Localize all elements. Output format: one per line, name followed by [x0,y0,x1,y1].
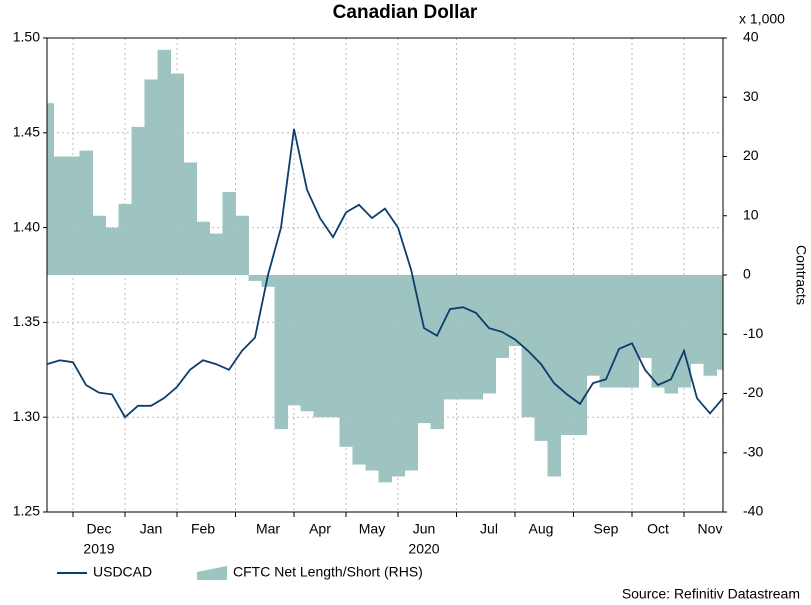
area-bar [703,275,717,376]
area-bar [690,275,704,364]
area-bar [235,215,249,275]
year-label: 2019 [83,541,114,557]
legend-swatch [197,566,227,580]
area-bar [157,49,171,275]
area-bar [573,275,587,435]
area-bar [391,275,405,477]
area-bar [456,275,470,400]
x-tick-label: Sep [594,521,619,537]
area-bar [313,275,327,418]
area-bar [612,275,626,388]
x-tick-label: Apr [309,521,331,537]
area-bar [209,233,223,275]
y-tick-label: 1.45 [13,124,40,140]
area-bar [560,275,574,435]
y2-tick-label: 20 [743,147,759,163]
chart-title: Canadian Dollar [333,2,478,23]
x-tick-label: May [359,521,385,537]
area-bar [92,215,106,275]
y-tick-label: 1.40 [13,218,40,234]
x-tick-label: Feb [191,521,215,537]
y2-tick-label: 30 [743,88,759,104]
area-bar [274,275,288,430]
y2-axis-label: Contracts [793,245,809,305]
y2-tick-label: -20 [743,384,763,400]
area-bar [79,150,93,275]
x-tick-label: Dec [87,521,112,537]
area-bar [66,156,80,275]
area-bar [404,275,418,471]
area-bar [651,275,665,388]
x-tick-label: Nov [698,521,723,537]
x-tick-label: Jul [480,521,498,537]
x-tick-label: Mar [256,521,280,537]
y-tick-label: 1.50 [13,29,40,45]
y-tick-label: 1.30 [13,408,40,424]
area-bar [534,275,548,441]
area-bar [430,275,444,430]
area-bar [131,126,145,275]
area-bar [326,275,340,418]
area-bar [300,275,314,412]
area-bar [53,156,67,275]
area-bar [144,79,158,275]
area-bar [599,275,613,388]
area-bar [287,275,301,406]
source: Source: Refinitiv Datastream [622,586,800,602]
area-bar [352,275,366,465]
area-bar [469,275,483,400]
area-bar [443,275,457,400]
x-tick-label: Jun [413,521,436,537]
area-bar [339,275,353,447]
area-bar [47,103,54,275]
y2-unit: x 1,000 [739,11,785,27]
area-bar [586,275,600,376]
x-tick-label: Oct [647,521,669,537]
area-bar [261,275,275,287]
area-bar [716,275,724,370]
y2-tick-label: -10 [743,325,763,341]
area-bar [638,275,652,358]
area-bar [248,275,262,281]
area-bar [482,275,496,394]
area-bar [222,192,236,275]
area-bar [495,275,509,358]
y2-tick-label: -40 [743,503,763,519]
area-bar [196,221,210,275]
area-bar [417,275,431,424]
y-tick-label: 1.25 [13,503,40,519]
line [46,128,724,419]
area-bar [508,275,522,347]
area-bar [547,275,561,477]
y2-tick-label: 0 [743,266,751,282]
area-bar [521,275,535,418]
y-tick-label: 1.35 [13,313,40,329]
y2-tick-label: 10 [743,206,759,222]
year-label: 2020 [408,541,439,557]
area-bar [664,275,678,394]
plot-frame [46,37,724,513]
legend-label: CFTC Net Length/Short (RHS) [233,564,423,580]
y2-tick-label: -30 [743,443,763,459]
legend-label: USDCAD [93,564,152,580]
area-bar [378,275,392,483]
x-tick-label: Jan [140,521,163,537]
y2-tick-label: 40 [743,29,759,45]
area-bar [105,227,119,275]
x-tick-label: Aug [529,521,554,537]
area-bar [625,275,639,388]
area-bar [365,275,379,471]
area-bar [183,162,197,275]
